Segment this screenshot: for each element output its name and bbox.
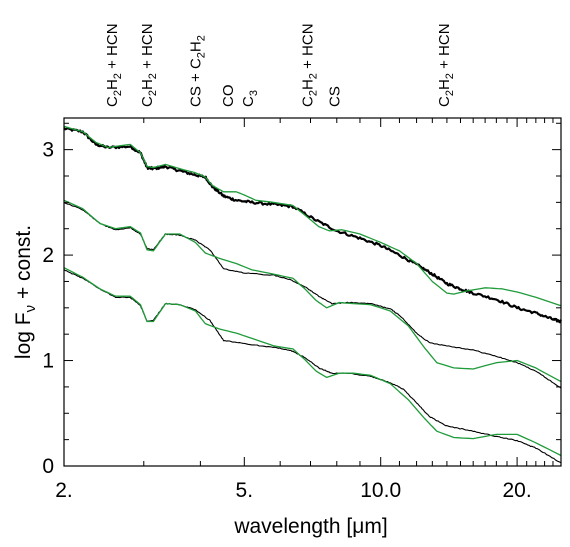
spectrum-line-5 [63, 269, 562, 464]
x-tick-label: 2. [55, 479, 73, 502]
molecular-band-label: C2H2 + HCN [436, 23, 456, 107]
molecular-band-label: CS [326, 86, 343, 107]
y-tick-label: 3 [42, 139, 54, 162]
y-axis-title-text: log Fν + const. [12, 225, 39, 359]
molecular-band-label: C2H2 + HCN [104, 23, 124, 107]
spectrum-line-1 [63, 126, 562, 324]
molecular-band-label: C3 [240, 90, 260, 107]
y-axis-title: log Fν + const. [12, 225, 39, 359]
molecular-band-label: CS + C2H2 [187, 35, 207, 107]
spectrum-line-4 [63, 199, 562, 383]
molecular-band-label: CO [220, 84, 237, 107]
x-tick-label: 20. [502, 479, 531, 502]
molecular-band-label: C2H2 + HCN [139, 23, 159, 107]
spectrum-line-2 [63, 125, 562, 307]
molecular-band-label: C2H2 + HCN [300, 23, 320, 107]
x-tick-label: 5. [236, 479, 254, 502]
axis-ticks: 2. 5. 10.0 20. 0 1 2 3 [42, 118, 562, 502]
plot-border [63, 117, 562, 467]
y-tick-label: 2 [42, 244, 54, 267]
x-tick-label: 10.0 [360, 479, 401, 502]
spectrum-line-3 [63, 202, 562, 389]
plot-frame [63, 117, 562, 467]
spectra-series [63, 125, 562, 464]
y-tick-label: 1 [42, 350, 54, 373]
spectrum-line-6 [63, 267, 562, 457]
y-tick-label: 0 [42, 455, 54, 478]
x-axis-title: wavelength [μm] [233, 515, 387, 538]
